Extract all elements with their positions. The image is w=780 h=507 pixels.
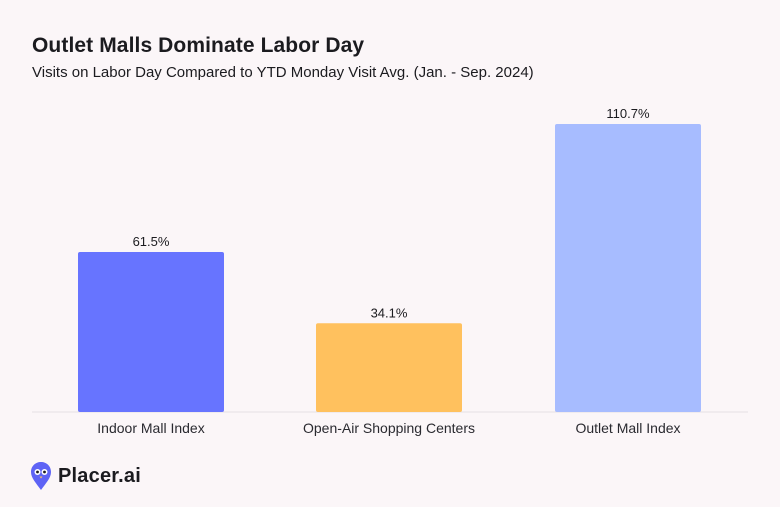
bar-chart: 61.5% Indoor Mall Index 34.1% Open-Air Shop…	[32, 106, 748, 436]
bar-open-air-shopping-centers	[316, 323, 462, 412]
brand-name: Placer.ai	[58, 464, 141, 487]
bar-indoor-mall-index	[78, 252, 224, 412]
brand-logo: Placer.ai	[30, 460, 141, 492]
owl-pin-icon	[31, 462, 51, 490]
category-label: Open-Air Shopping Centers	[303, 420, 475, 436]
category-label: Indoor Mall Index	[97, 420, 204, 436]
bar-outlet-mall-index	[555, 124, 701, 412]
data-label: 34.1%	[371, 305, 408, 320]
data-label: 110.7%	[606, 106, 650, 121]
category-label: Outlet Mall Index	[575, 420, 680, 436]
chart-title: Outlet Malls Dominate Labor Day	[32, 34, 365, 57]
chart-subtitle: Visits on Labor Day Compared to YTD Mond…	[32, 64, 534, 81]
data-label: 61.5%	[133, 234, 170, 249]
